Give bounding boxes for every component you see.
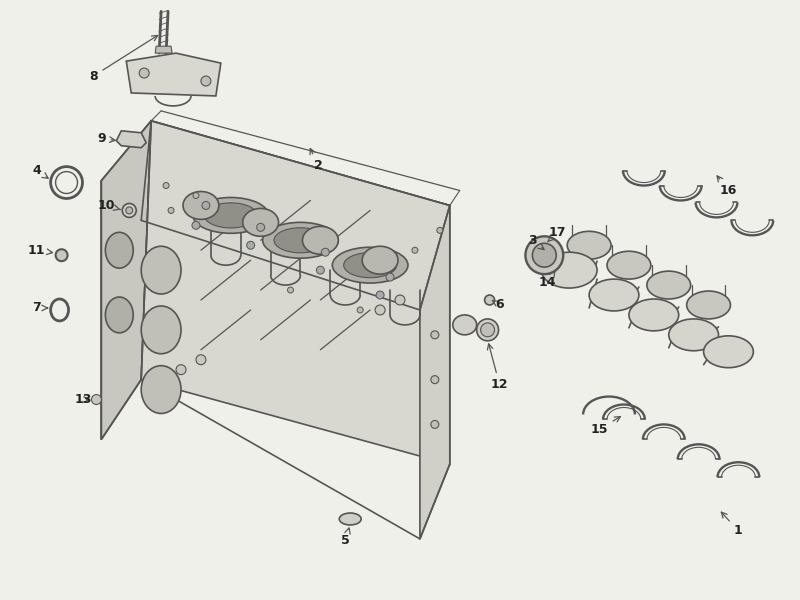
- Circle shape: [431, 331, 439, 339]
- Circle shape: [287, 287, 294, 293]
- Text: 11: 11: [28, 244, 53, 257]
- Ellipse shape: [142, 306, 181, 354]
- Polygon shape: [102, 121, 151, 439]
- Circle shape: [196, 355, 206, 365]
- Circle shape: [193, 193, 199, 199]
- Text: 16: 16: [717, 176, 737, 197]
- Circle shape: [201, 76, 211, 86]
- Ellipse shape: [126, 207, 133, 214]
- Ellipse shape: [607, 251, 651, 279]
- Ellipse shape: [183, 191, 219, 220]
- Ellipse shape: [567, 232, 611, 259]
- Circle shape: [192, 221, 200, 229]
- Circle shape: [412, 247, 418, 253]
- Polygon shape: [142, 121, 450, 464]
- Circle shape: [163, 182, 169, 188]
- Ellipse shape: [481, 323, 494, 337]
- Circle shape: [437, 227, 443, 233]
- Text: 17: 17: [548, 226, 566, 242]
- Circle shape: [316, 266, 324, 274]
- Ellipse shape: [686, 291, 730, 319]
- Ellipse shape: [274, 228, 327, 253]
- Text: 14: 14: [538, 271, 556, 289]
- Ellipse shape: [477, 319, 498, 341]
- Polygon shape: [420, 205, 450, 539]
- Text: 2: 2: [310, 148, 322, 172]
- Ellipse shape: [339, 513, 361, 525]
- Circle shape: [202, 202, 210, 209]
- Ellipse shape: [344, 253, 397, 278]
- Polygon shape: [126, 53, 221, 96]
- Ellipse shape: [56, 249, 67, 261]
- Text: 15: 15: [590, 416, 620, 436]
- Ellipse shape: [669, 319, 718, 351]
- Circle shape: [375, 305, 385, 315]
- Text: 13: 13: [74, 393, 92, 406]
- Ellipse shape: [106, 297, 134, 333]
- Polygon shape: [142, 121, 450, 310]
- Text: 8: 8: [89, 35, 158, 83]
- Ellipse shape: [302, 226, 338, 254]
- Text: 5: 5: [341, 528, 350, 547]
- Text: 4: 4: [32, 164, 48, 178]
- Ellipse shape: [362, 246, 398, 274]
- Circle shape: [139, 68, 149, 78]
- Ellipse shape: [332, 247, 408, 283]
- Circle shape: [246, 241, 254, 249]
- Ellipse shape: [142, 365, 181, 413]
- Circle shape: [176, 365, 186, 374]
- Circle shape: [386, 273, 394, 281]
- Ellipse shape: [542, 252, 597, 288]
- Circle shape: [257, 223, 265, 232]
- Ellipse shape: [242, 208, 278, 236]
- Text: 10: 10: [98, 199, 121, 212]
- Text: 9: 9: [97, 132, 115, 145]
- Ellipse shape: [204, 203, 258, 228]
- Text: 7: 7: [32, 301, 47, 314]
- Ellipse shape: [526, 236, 563, 274]
- Polygon shape: [116, 131, 146, 148]
- Circle shape: [357, 307, 363, 313]
- Ellipse shape: [647, 271, 690, 299]
- Circle shape: [168, 208, 174, 214]
- Ellipse shape: [532, 243, 556, 267]
- Circle shape: [395, 295, 405, 305]
- Ellipse shape: [589, 279, 639, 311]
- Text: 1: 1: [722, 512, 743, 538]
- Ellipse shape: [142, 246, 181, 294]
- Ellipse shape: [122, 203, 136, 217]
- Ellipse shape: [453, 315, 477, 335]
- Ellipse shape: [262, 223, 338, 258]
- Ellipse shape: [703, 336, 754, 368]
- Circle shape: [376, 291, 384, 299]
- Text: 6: 6: [492, 298, 504, 311]
- Ellipse shape: [193, 197, 269, 233]
- Text: 12: 12: [487, 344, 508, 391]
- Ellipse shape: [485, 295, 494, 305]
- Ellipse shape: [629, 299, 678, 331]
- Text: 3: 3: [528, 234, 544, 250]
- Circle shape: [91, 395, 102, 404]
- Circle shape: [322, 248, 330, 256]
- Circle shape: [431, 421, 439, 428]
- Ellipse shape: [106, 232, 134, 268]
- Circle shape: [431, 376, 439, 383]
- Polygon shape: [155, 46, 172, 53]
